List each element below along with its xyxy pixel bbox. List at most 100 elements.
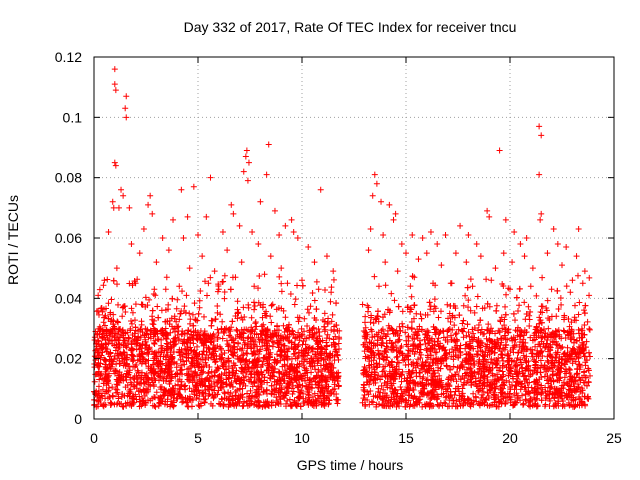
data-point: [292, 296, 299, 303]
data-point: [200, 313, 207, 320]
data-point: [215, 400, 222, 407]
data-point: [453, 330, 460, 337]
data-point: [234, 355, 241, 362]
data-point: [514, 349, 521, 356]
data-point: [125, 334, 132, 341]
data-point: [220, 402, 227, 409]
data-point: [221, 390, 228, 397]
data-point: [297, 403, 304, 410]
data-point: [536, 314, 543, 321]
data-point: [460, 317, 467, 324]
data-point: [290, 346, 297, 353]
data-point: [544, 377, 551, 384]
data-point: [565, 382, 572, 389]
data-point: [205, 280, 212, 287]
data-point: [305, 349, 312, 356]
data-point: [197, 328, 204, 335]
data-point: [304, 352, 311, 359]
data-point: [111, 370, 118, 377]
data-point: [131, 363, 138, 370]
points-layer: [91, 66, 593, 410]
data-point: [382, 259, 389, 266]
data-point: [402, 403, 409, 410]
data-point: [542, 401, 549, 408]
data-point: [429, 392, 436, 399]
data-point: [374, 363, 381, 370]
data-point: [251, 401, 258, 408]
data-point: [405, 387, 412, 394]
data-point: [150, 357, 157, 364]
data-point: [470, 330, 477, 337]
data-point: [447, 318, 454, 325]
data-point: [575, 381, 582, 388]
data-point: [544, 250, 551, 257]
data-point: [281, 348, 288, 355]
data-point: [390, 343, 397, 350]
data-point: [402, 329, 409, 336]
data-point: [567, 289, 574, 296]
data-point: [294, 282, 301, 289]
data-point: [503, 364, 510, 371]
data-point: [375, 350, 382, 357]
data-point: [301, 335, 308, 342]
data-point: [509, 344, 516, 351]
data-point: [328, 284, 335, 291]
data-point: [538, 132, 545, 139]
data-point: [229, 400, 236, 407]
data-point: [286, 375, 293, 382]
data-point: [269, 301, 276, 308]
data-point: [148, 377, 155, 384]
data-point: [291, 301, 298, 308]
data-point: [212, 369, 219, 376]
data-point: [210, 395, 217, 402]
data-point: [150, 381, 157, 388]
data-point: [95, 311, 102, 318]
data-point: [333, 349, 340, 356]
data-point: [225, 403, 232, 410]
data-point: [271, 327, 278, 334]
data-point: [511, 401, 518, 408]
data-point: [453, 378, 460, 385]
data-point: [543, 307, 550, 314]
data-point: [407, 283, 414, 290]
data-point: [586, 372, 593, 379]
data-point: [381, 390, 388, 397]
data-point: [266, 353, 273, 360]
data-point: [101, 390, 108, 397]
data-point: [510, 375, 517, 382]
data-point: [281, 395, 288, 402]
data-point: [321, 403, 328, 410]
data-point: [249, 383, 256, 390]
data-point: [226, 342, 233, 349]
data-point: [550, 378, 557, 385]
data-point: [100, 402, 107, 409]
data-point: [255, 334, 262, 341]
data-point: [329, 386, 336, 393]
data-point: [536, 320, 543, 327]
data-point: [229, 274, 236, 281]
data-point: [104, 276, 111, 283]
data-point: [102, 345, 109, 352]
data-point: [395, 399, 402, 406]
data-point: [159, 235, 166, 241]
data-point: [519, 364, 526, 371]
data-point: [218, 395, 225, 402]
data-point: [380, 363, 387, 370]
data-point: [259, 361, 266, 368]
data-point: [512, 336, 519, 343]
data-point: [532, 343, 539, 350]
data-point: [281, 361, 288, 368]
data-point: [111, 81, 118, 88]
data-point: [384, 327, 391, 334]
data-point: [105, 388, 112, 395]
data-point: [302, 377, 309, 384]
data-point: [233, 402, 240, 409]
data-point: [368, 314, 375, 321]
data-point: [244, 350, 251, 357]
data-point: [128, 320, 135, 327]
data-point: [381, 372, 388, 379]
data-point: [323, 335, 330, 342]
data-point: [247, 387, 254, 394]
data-point: [512, 327, 519, 334]
data-point: [331, 374, 338, 381]
